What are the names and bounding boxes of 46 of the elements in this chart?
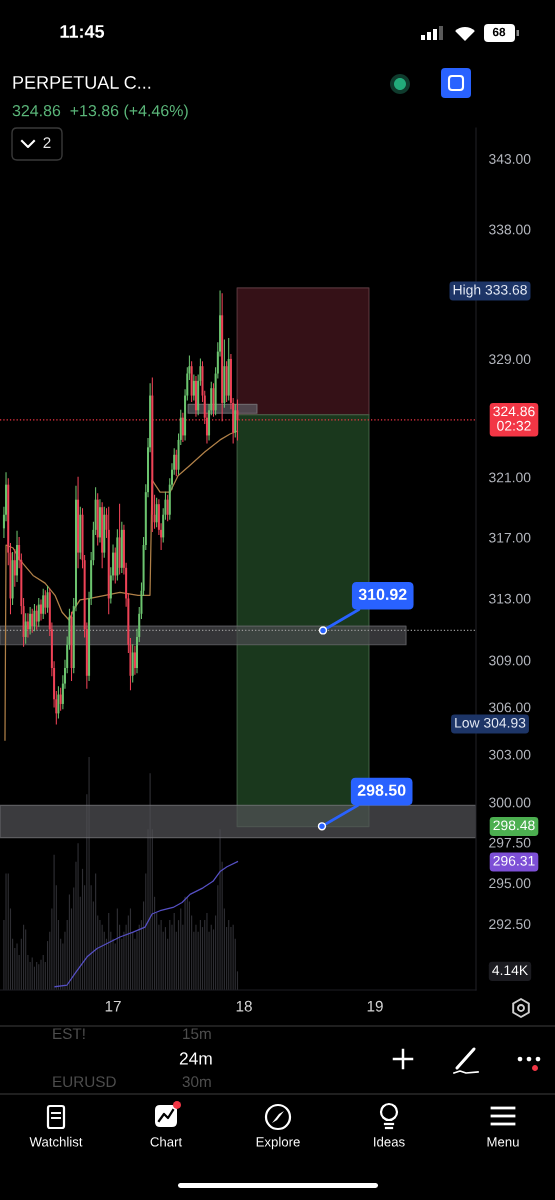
text: Chart [150,1136,183,1147]
chart-title: PERPETUAL C... [13,76,151,89]
y-tick-label: 317.00 [489,532,531,543]
candlestick [37,597,40,627]
candlestick [59,687,62,711]
text: 24m [179,1052,212,1065]
y-tick-label: 303.00 [489,749,531,760]
y-tick-label: 343.00 [489,154,531,164]
text: 68 [492,27,506,37]
y-tick-label: 309.00 [489,655,531,666]
text: Menu [487,1137,519,1147]
ref-line-label: 324.86 02:32 [493,406,535,431]
y-tick-label: 338.00 [489,224,531,235]
y-tick-label: 300.00 [489,797,531,808]
text: 298.48 [493,820,535,831]
text: Ideas [374,1136,405,1147]
text: 11:45 [60,25,105,38]
annotation: 2 [43,137,51,148]
x-tick-label: 17 [105,1000,121,1012]
candlestick [44,590,47,615]
y-tick-label: 295.00 [489,878,531,889]
annotation: 310.92 [358,588,407,601]
text: 296.31 [493,855,535,866]
text: Watchlist [29,1136,83,1147]
candlestick [236,399,239,441]
y-tick-label: 297.50 [489,837,531,848]
annotation: 298.50 [357,784,406,796]
annotation: High 333.68 [453,284,527,298]
y-tick-label: 306.00 [489,702,531,713]
annotation: Low 304.93 [455,717,526,728]
x-tick-label: 19 [367,1000,383,1012]
text: 15m [183,1028,211,1040]
text: 30m [182,1076,211,1088]
text: EST! [53,1028,85,1040]
text: Explore [256,1136,300,1150]
text: EURUSD [53,1076,116,1088]
chart-subtitle: 324.86 +13.86 (+4.46%) [12,104,188,120]
y-tick-label: 321.00 [489,472,531,483]
candlestick [40,599,42,621]
line-series [54,861,239,988]
x-tick-label: 18 [236,1000,252,1012]
y-tick-label: 329.00 [489,354,531,365]
text: 4.14K [492,965,528,975]
y-tick-label: 313.00 [489,593,531,604]
y-tick-label: 292.50 [489,919,531,930]
candlestick [42,588,45,619]
